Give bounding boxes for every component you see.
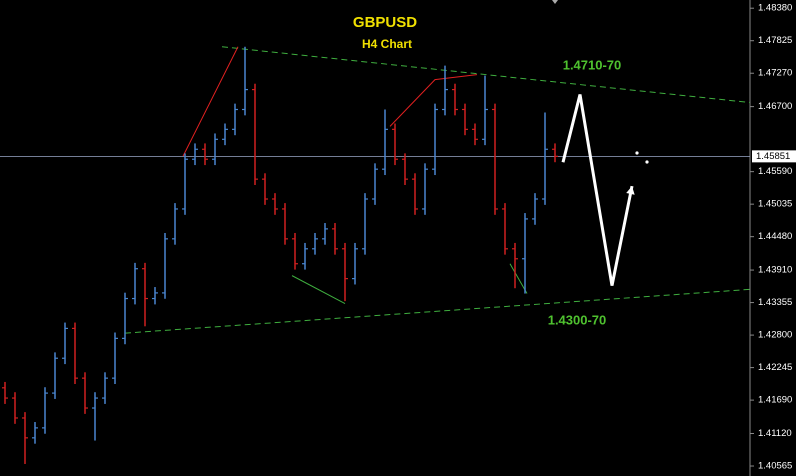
trend-line: [509, 263, 528, 294]
trend-line: [124, 288, 751, 334]
trend-line: [182, 46, 239, 157]
annotation: 1.4710-70: [563, 57, 622, 72]
y-tick-label: 1.42245: [758, 362, 792, 373]
trend-line: [291, 275, 346, 304]
y-tick-label: 1.41690: [758, 395, 792, 406]
arrow-head: [626, 186, 635, 195]
dot: [645, 160, 649, 164]
marker: [552, 0, 558, 4]
y-tick-label: 1.41120: [758, 428, 792, 439]
y-tick-label: 1.43355: [758, 297, 792, 308]
dot: [635, 151, 639, 155]
y-tick-label: 1.48380: [758, 3, 792, 14]
trend-line: [389, 74, 478, 127]
y-tick-label: 1.44480: [758, 231, 792, 242]
y-tick-label: 1.47825: [758, 35, 792, 46]
annotation: 1.4300-70: [548, 312, 607, 327]
trend-line: [221, 46, 751, 104]
y-tick-label: 1.46700: [758, 101, 792, 112]
chart-subtitle: H4 Chart: [362, 37, 412, 51]
y-tick-label: 1.40565: [758, 461, 792, 472]
y-tick-label: 1.42800: [758, 330, 792, 341]
y-tick-label: 1.43910: [758, 265, 792, 276]
y-tick-label: 1.45035: [758, 199, 792, 210]
forecast-path: [561, 94, 634, 286]
y-tick-label: 1.45590: [758, 166, 792, 177]
current-price-box: [752, 150, 796, 163]
y-tick-label: 1.47270: [758, 68, 792, 79]
current-price-label: 1.45851: [756, 151, 790, 162]
chart-title: GBPUSD: [353, 14, 417, 31]
